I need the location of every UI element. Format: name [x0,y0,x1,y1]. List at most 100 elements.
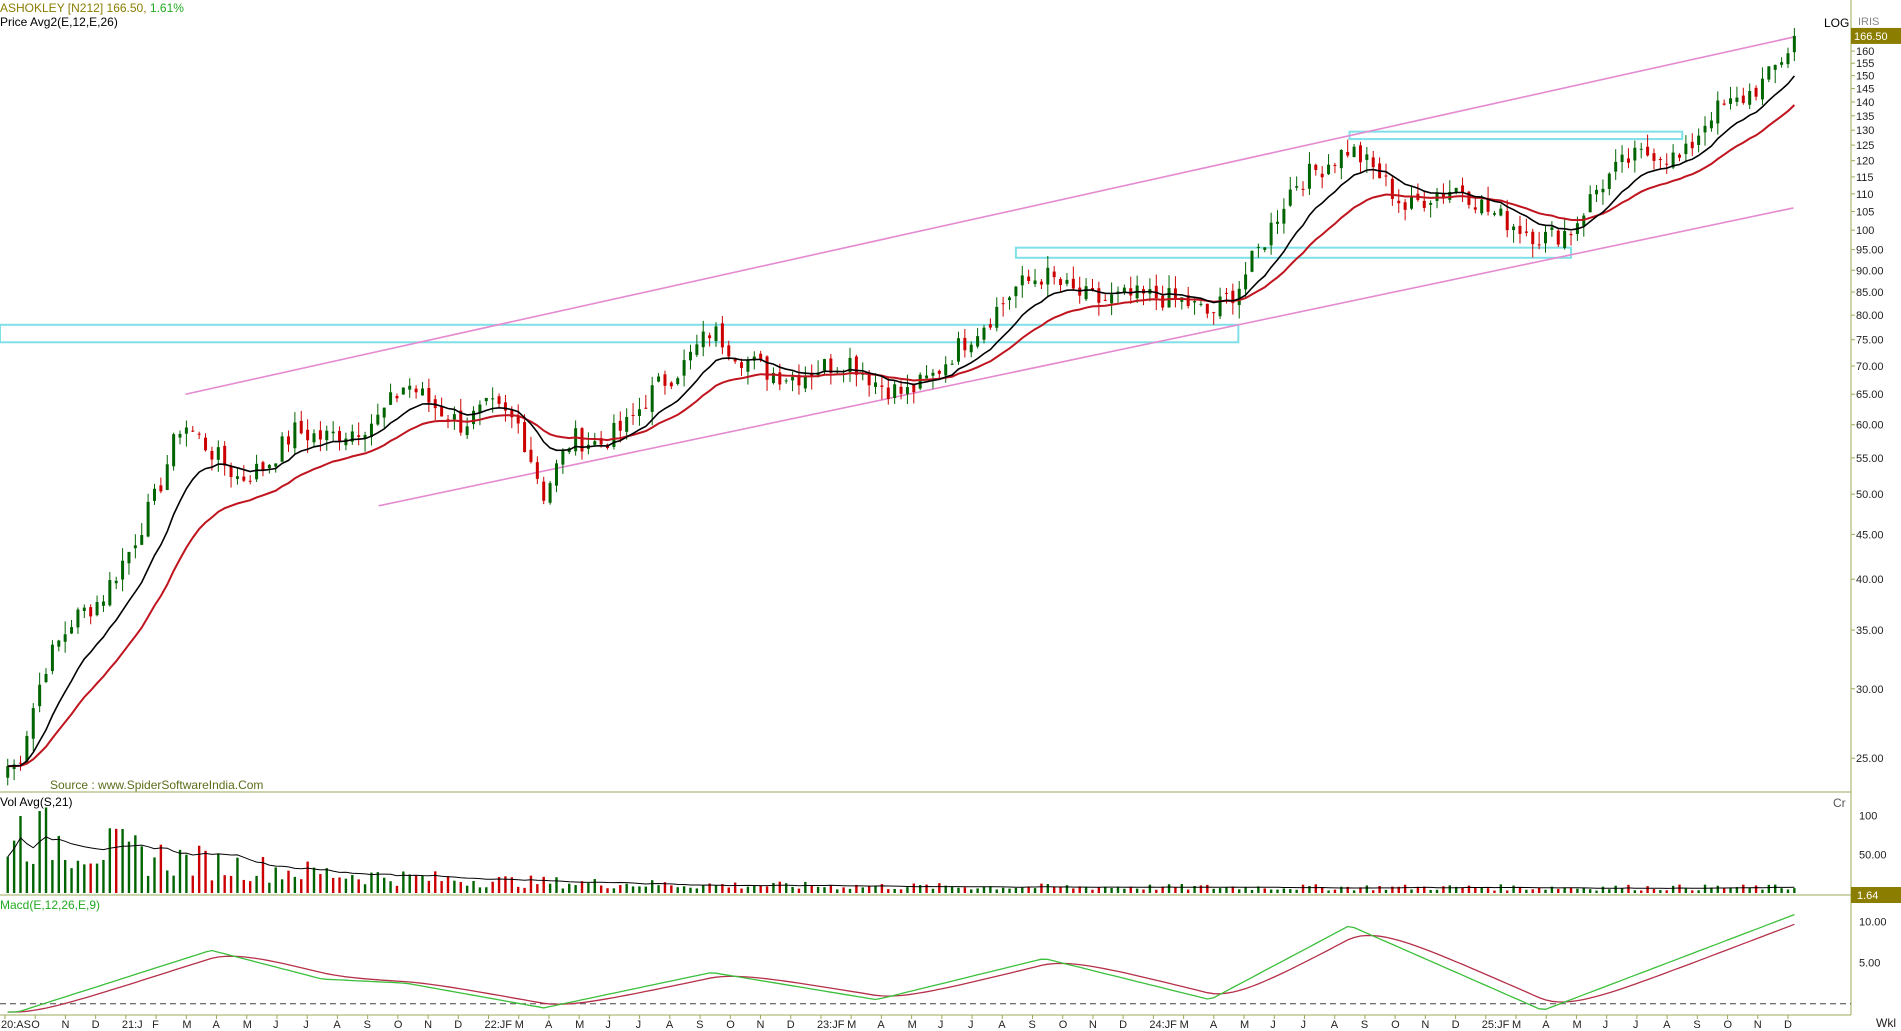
candle-body [286,436,290,445]
volume-bar [389,881,392,893]
x-tick-label: A [1663,1019,1671,1031]
candle-body [1410,195,1414,209]
volume-bar [25,861,29,893]
candle-body [548,483,552,503]
volume-bar [855,884,858,893]
candle-body [414,388,418,393]
candle-body [1307,163,1311,189]
candle-body [523,422,527,452]
volume-bar [1142,889,1145,893]
volume-bar [140,846,143,893]
candle-body [1697,135,1701,145]
candle-body [1512,226,1516,231]
volume-bar [1001,887,1005,893]
candle-body [478,404,482,413]
x-tick-label: O [1059,1019,1068,1031]
candle-body [18,762,22,764]
volume-bar [867,886,871,893]
volume-bar [880,884,884,893]
x-tick-label: M [847,1019,856,1031]
volume-bar [976,888,979,893]
volume-bar [1148,884,1152,893]
x-tick-label: 25:JF [1482,1019,1510,1031]
volume-bar [536,884,539,893]
volume-bar [319,874,322,893]
volume-bar [1710,887,1713,893]
volume-bar [606,888,609,893]
candle-body [1269,222,1273,246]
candle-body [440,406,444,417]
candle-body [1620,154,1624,163]
volume-bar [1633,890,1637,893]
candle-body [1193,301,1197,303]
y-tick-label: 130 [1856,125,1874,137]
ema-26-line [7,104,1796,768]
candle-body [1429,202,1433,205]
candle-body [1008,297,1012,301]
volume-bar [842,887,845,893]
candle-body [408,385,412,390]
volume-bar [1518,887,1522,893]
macd-lines [0,913,1851,1013]
volume-bar [944,885,947,893]
volume-bar [587,883,590,893]
volume-bar [1135,888,1139,893]
volume-bar [1659,890,1662,893]
volume-bar [153,857,156,893]
volume-bar [1320,887,1324,893]
candle-body [38,684,42,707]
volume-bar [1582,887,1585,893]
volume-bar [440,881,443,893]
volume-bar [363,884,367,893]
x-tick-label: J [1300,1019,1306,1031]
x-tick-label: D [92,1019,100,1031]
candle-body [701,331,705,348]
y-tick-label: 85.00 [1856,287,1884,299]
volume-bar [1461,887,1464,893]
candle-body [89,607,93,617]
candle-body [1014,286,1018,297]
candle-body [114,580,118,584]
volume-bar [134,835,137,893]
volume-bar [1218,888,1222,893]
volume-bar [1767,884,1771,893]
candle-body [357,435,361,437]
candle-body [1639,148,1643,150]
volume-bar [1493,890,1496,893]
volume-bar [1569,887,1573,893]
candle-body [1352,146,1356,158]
volume-bar [1097,887,1101,893]
volume-bar [1352,890,1356,893]
volume-bar [255,875,258,893]
candle-body [535,462,539,479]
candle-body [1046,267,1050,285]
period-label[interactable]: Wkl [1876,1016,1896,1030]
log-scale-toggle[interactable]: LOG [1824,16,1850,30]
volume-bar [331,877,335,893]
candle-body [695,344,699,355]
volume-bar [555,877,558,893]
y-tick-label: 120 [1856,156,1874,168]
candle-body [25,735,29,763]
volume-bar [1748,887,1751,893]
candle-body [325,430,329,441]
x-tick-label: M [1240,1019,1249,1031]
x-tick-label: S [364,1019,371,1031]
x-tick-label: D [454,1019,462,1031]
volume-bar [561,888,565,893]
candle-body [963,337,967,351]
volume-tick-label: 50.00 [1859,849,1887,861]
volume-bar [19,815,22,893]
volume-bar [127,841,131,893]
volume-bar [1601,886,1605,893]
volume-bar [1289,889,1292,893]
volume-bar [963,887,967,893]
volume-bar [1378,886,1381,893]
volume-bars [6,807,1796,893]
volume-bar [1697,890,1700,893]
volume-bar [1257,886,1260,893]
volume-bar [370,872,373,893]
x-tick-label: D [1452,1019,1460,1031]
x-tick-label: N [757,1019,765,1031]
